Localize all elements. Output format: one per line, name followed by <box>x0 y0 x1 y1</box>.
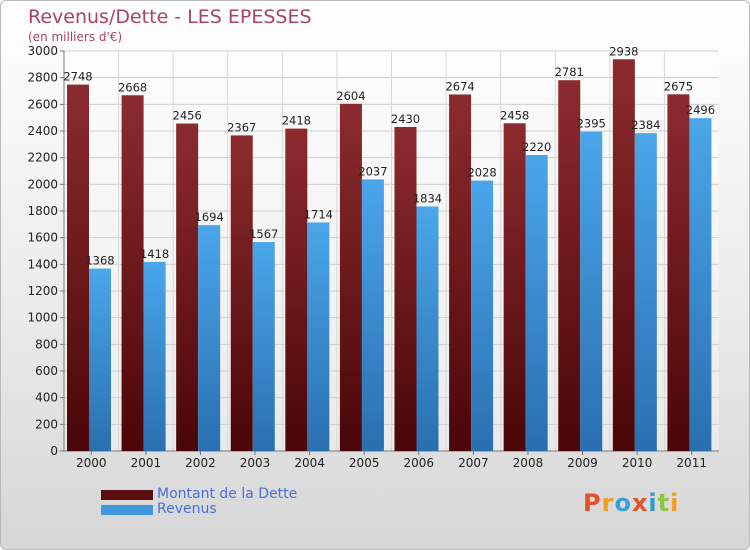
data-label-dette: 2604 <box>336 89 365 103</box>
data-label-revenus: 2395 <box>577 117 606 131</box>
data-label-revenus: 2496 <box>686 103 715 117</box>
y-tick-label: 800 <box>35 337 58 351</box>
y-tick-label: 200 <box>35 417 58 431</box>
data-label-dette: 2675 <box>664 79 693 93</box>
data-label-revenus: 2220 <box>522 140 551 154</box>
bar-revenus <box>361 179 384 451</box>
bar-dette <box>558 80 581 451</box>
legend-label-debt: Montant de la Dette <box>157 486 298 502</box>
x-tick-label: 2011 <box>676 456 707 470</box>
data-label-revenus: 2028 <box>467 166 496 180</box>
bar-dette <box>339 103 362 452</box>
bar-revenus <box>143 261 166 451</box>
data-label-revenus: 1567 <box>249 227 278 241</box>
bar-revenus <box>252 242 275 451</box>
data-label-dette: 2418 <box>282 114 311 128</box>
data-label-revenus: 2384 <box>631 118 660 132</box>
data-label-revenus: 1834 <box>413 191 442 205</box>
legend-label-revenus: Revenus <box>157 501 217 517</box>
data-label-dette: 2458 <box>500 108 529 122</box>
data-label-dette: 2748 <box>63 70 92 84</box>
y-tick-label: 3000 <box>27 44 58 58</box>
x-tick-label: 2001 <box>131 456 162 470</box>
x-tick-label: 2006 <box>404 456 435 470</box>
x-tick-label: 2003 <box>240 456 271 470</box>
bar-dette <box>449 94 472 451</box>
logo-letter: P <box>583 489 602 517</box>
bar-revenus <box>634 133 657 451</box>
bar-revenus <box>471 180 494 451</box>
bar-dette <box>285 128 308 451</box>
y-tick-label: 2800 <box>27 71 58 85</box>
x-tick-label: 2004 <box>294 456 325 470</box>
data-label-revenus: 1714 <box>304 207 333 221</box>
x-tick-label: 2008 <box>513 456 544 470</box>
bar-dette <box>176 123 199 452</box>
bar-revenus <box>89 268 111 451</box>
data-label-dette: 2668 <box>118 80 147 94</box>
bar-revenus <box>307 222 330 451</box>
bar-revenus <box>525 155 548 451</box>
logo-letter: x <box>631 489 649 517</box>
y-tick-label: 1000 <box>27 311 58 325</box>
chart-subtitle: (en milliers d'€) <box>28 30 123 44</box>
bar-revenus <box>580 131 603 451</box>
x-tick-label: 2010 <box>622 456 653 470</box>
logo-letter: o <box>614 489 632 517</box>
proxiti-logo: Proxiti <box>583 489 679 517</box>
data-label-revenus: 1694 <box>195 210 224 224</box>
logo-letter: i <box>670 489 680 517</box>
legend-swatch-debt <box>101 490 153 500</box>
logo-letter: r <box>601 489 615 517</box>
logo-letter: t <box>657 489 671 517</box>
logo-letter: i <box>648 489 658 517</box>
bar-dette <box>394 127 417 451</box>
bar-dette <box>612 59 635 452</box>
x-tick-label: 2009 <box>567 456 598 470</box>
bar-dette <box>121 95 144 452</box>
data-label-revenus: 1368 <box>85 254 114 268</box>
x-tick-label: 2002 <box>185 456 216 470</box>
bar-dette <box>503 123 526 452</box>
data-label-revenus: 2037 <box>358 164 387 178</box>
chart-title: Revenus/Dette - LES EPESSES <box>28 6 312 28</box>
y-tick-label: 400 <box>35 391 58 405</box>
data-label-dette: 2674 <box>445 79 474 93</box>
data-label-dette: 2430 <box>391 112 420 126</box>
legend-swatch-revenus <box>101 505 153 515</box>
y-tick-label: 1200 <box>27 284 58 298</box>
bar-dette <box>230 135 253 451</box>
y-tick-label: 2600 <box>27 97 58 111</box>
data-label-dette: 2367 <box>227 120 256 134</box>
data-label-dette: 2781 <box>555 65 584 79</box>
y-tick-label: 1600 <box>27 231 58 245</box>
x-tick-label: 2007 <box>458 456 489 470</box>
x-tick-label: 2005 <box>349 456 380 470</box>
bar-dette <box>67 84 89 451</box>
data-label-revenus: 1418 <box>140 247 169 261</box>
y-tick-label: 600 <box>35 364 58 378</box>
bar-revenus <box>416 206 439 451</box>
bar-dette <box>667 94 690 451</box>
y-tick-label: 2000 <box>27 177 58 191</box>
bar-revenus <box>689 118 712 451</box>
y-tick-label: 1400 <box>27 257 58 271</box>
y-tick-label: 0 <box>50 444 58 458</box>
y-tick-label: 1800 <box>27 204 58 218</box>
bar-revenus <box>198 225 221 451</box>
data-label-dette: 2456 <box>173 109 202 123</box>
x-tick-label: 2000 <box>76 456 107 470</box>
y-tick-label: 2400 <box>27 124 58 138</box>
data-label-dette: 2938 <box>609 44 638 58</box>
y-tick-label: 2200 <box>27 151 58 165</box>
